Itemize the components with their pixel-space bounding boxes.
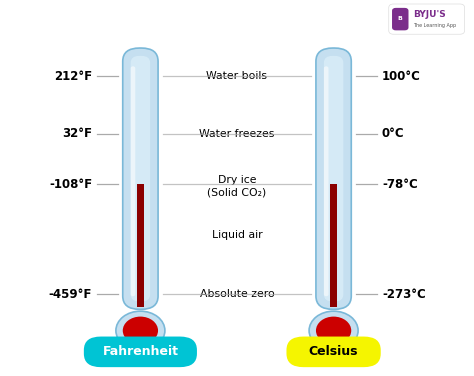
Bar <box>137 184 144 308</box>
FancyBboxPatch shape <box>131 56 150 302</box>
Text: Water boils: Water boils <box>207 71 267 81</box>
Text: 0°C: 0°C <box>382 127 404 140</box>
Text: The Learning App: The Learning App <box>413 23 456 28</box>
FancyBboxPatch shape <box>84 337 197 367</box>
Circle shape <box>116 311 165 350</box>
Text: 32°F: 32°F <box>62 127 92 140</box>
FancyBboxPatch shape <box>392 8 409 30</box>
Text: Absolute zero: Absolute zero <box>200 290 274 299</box>
Text: Liquid air: Liquid air <box>212 230 262 240</box>
Bar <box>330 184 337 308</box>
Text: -78°C: -78°C <box>382 178 418 191</box>
Text: 212°F: 212°F <box>54 70 92 83</box>
Text: B: B <box>398 15 403 21</box>
FancyBboxPatch shape <box>131 66 135 296</box>
Circle shape <box>123 317 158 344</box>
FancyBboxPatch shape <box>324 56 343 302</box>
Text: -459°F: -459°F <box>49 288 92 301</box>
Text: Dry ice
(Solid CO₂): Dry ice (Solid CO₂) <box>207 175 266 197</box>
Text: Fahrenheit: Fahrenheit <box>102 345 178 358</box>
FancyBboxPatch shape <box>286 337 381 367</box>
Text: 100°C: 100°C <box>382 70 421 83</box>
FancyBboxPatch shape <box>316 48 351 309</box>
Circle shape <box>309 311 358 350</box>
Circle shape <box>316 317 351 344</box>
FancyBboxPatch shape <box>389 4 465 34</box>
Text: BYJU'S: BYJU'S <box>413 9 446 18</box>
Text: Celsius: Celsius <box>309 345 358 358</box>
FancyBboxPatch shape <box>123 48 158 309</box>
Text: Water freezes: Water freezes <box>199 129 275 139</box>
Text: -108°F: -108°F <box>49 178 92 191</box>
Text: -273°C: -273°C <box>382 288 426 301</box>
FancyBboxPatch shape <box>324 66 328 296</box>
